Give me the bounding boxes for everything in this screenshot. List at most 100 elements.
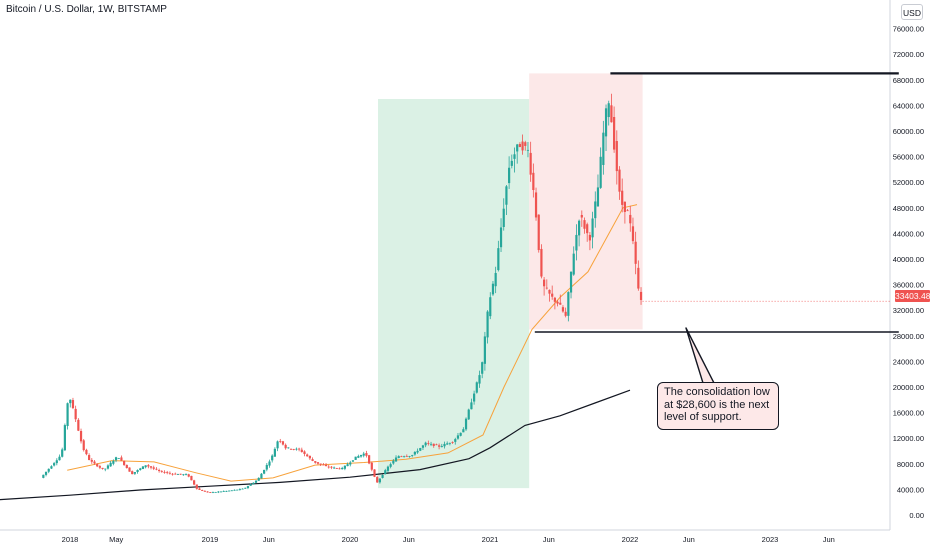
candle-body bbox=[276, 441, 279, 449]
candle-body bbox=[567, 292, 570, 316]
candle-body bbox=[166, 472, 169, 474]
candle-body bbox=[368, 455, 371, 464]
candle-body bbox=[537, 214, 540, 251]
candle-body bbox=[268, 461, 271, 466]
candle-body bbox=[149, 466, 153, 468]
candle-body bbox=[443, 443, 446, 447]
candle-body bbox=[451, 442, 454, 443]
candle-body bbox=[459, 432, 462, 436]
candle-body bbox=[637, 267, 640, 289]
candle-body bbox=[136, 469, 139, 473]
candle-body bbox=[273, 448, 276, 457]
candle-body bbox=[521, 141, 524, 151]
candle-body bbox=[365, 453, 368, 456]
candle-body bbox=[260, 473, 263, 479]
candle-body bbox=[193, 480, 196, 485]
candle-body bbox=[176, 474, 180, 476]
candle-body bbox=[333, 467, 336, 469]
candle-body bbox=[518, 144, 521, 147]
candle-body bbox=[300, 449, 303, 452]
candle-body bbox=[125, 464, 128, 469]
red-zone bbox=[529, 73, 643, 330]
candle-body bbox=[289, 448, 293, 450]
candle-body bbox=[93, 461, 96, 464]
candle-body bbox=[456, 435, 460, 439]
candle-body bbox=[381, 475, 384, 478]
candle-body bbox=[532, 172, 535, 191]
candle-body bbox=[147, 465, 150, 467]
candle-body bbox=[508, 167, 511, 184]
candle-body bbox=[580, 214, 583, 218]
candle-body bbox=[543, 279, 546, 287]
candle-body bbox=[429, 443, 433, 445]
candle-body bbox=[104, 468, 107, 470]
candle-body bbox=[513, 154, 516, 159]
candle-body bbox=[114, 457, 118, 461]
candle-body bbox=[236, 489, 239, 491]
candle-body bbox=[629, 214, 632, 224]
candle-body bbox=[79, 430, 83, 442]
candle-body bbox=[174, 473, 177, 475]
candle-body bbox=[123, 460, 126, 465]
x-tick-label: Jun bbox=[823, 535, 835, 544]
y-tick-label: 8000.00 bbox=[897, 460, 924, 469]
candle-body bbox=[292, 449, 295, 450]
y-tick-label: 56000.00 bbox=[893, 153, 924, 162]
y-tick-label: 44000.00 bbox=[893, 229, 924, 238]
candle-body bbox=[499, 227, 503, 248]
candle-body bbox=[497, 248, 500, 271]
candle-body bbox=[335, 468, 338, 469]
candle-body bbox=[201, 490, 204, 491]
y-tick-label: 16000.00 bbox=[893, 409, 924, 418]
candle-body bbox=[397, 456, 400, 458]
candle-body bbox=[106, 465, 110, 469]
candle-body bbox=[249, 484, 252, 486]
candle-body bbox=[481, 362, 484, 374]
candle-body bbox=[306, 454, 309, 457]
candle-body bbox=[639, 291, 643, 300]
y-tick-label: 52000.00 bbox=[893, 178, 924, 187]
candle-body bbox=[308, 455, 311, 459]
candle-body bbox=[510, 160, 513, 166]
candle-body bbox=[470, 402, 473, 410]
candle-body bbox=[233, 489, 236, 491]
candle-body bbox=[556, 301, 559, 304]
candle-body bbox=[184, 474, 188, 476]
y-tick-label: 12000.00 bbox=[893, 434, 924, 443]
candle-body bbox=[281, 441, 285, 445]
candle-body bbox=[90, 459, 93, 462]
candle-body bbox=[144, 465, 147, 468]
currency-button[interactable]: USD bbox=[901, 4, 923, 20]
candle-body bbox=[343, 465, 346, 469]
candle-body bbox=[74, 408, 77, 420]
candle-body bbox=[440, 446, 443, 448]
candle-body bbox=[85, 449, 88, 455]
candle-body bbox=[400, 456, 403, 458]
candle-body bbox=[230, 490, 233, 492]
candle-body bbox=[303, 451, 306, 455]
y-tick-label: 28000.00 bbox=[893, 332, 924, 341]
y-tick-label: 68000.00 bbox=[893, 76, 924, 85]
candle-body bbox=[575, 234, 578, 251]
candle-body bbox=[101, 467, 104, 469]
candle-body bbox=[489, 297, 492, 317]
candle-body bbox=[631, 226, 635, 242]
candle-body bbox=[419, 448, 422, 451]
candle-body bbox=[473, 393, 476, 402]
candle-body bbox=[219, 491, 223, 493]
candle-body bbox=[594, 201, 597, 219]
x-tick-label: Jun bbox=[263, 535, 275, 544]
y-tick-label: 20000.00 bbox=[893, 383, 924, 392]
candle-body bbox=[55, 460, 58, 464]
candle-body bbox=[411, 454, 414, 456]
candle-body bbox=[559, 302, 562, 305]
candle-body bbox=[44, 471, 48, 475]
candle-body bbox=[354, 456, 357, 460]
candle-body bbox=[540, 248, 543, 277]
candle-body bbox=[370, 462, 373, 470]
candle-body bbox=[98, 466, 101, 468]
candle-body bbox=[252, 482, 255, 485]
candle-body bbox=[155, 468, 158, 470]
x-tick-label: Jun bbox=[403, 535, 415, 544]
